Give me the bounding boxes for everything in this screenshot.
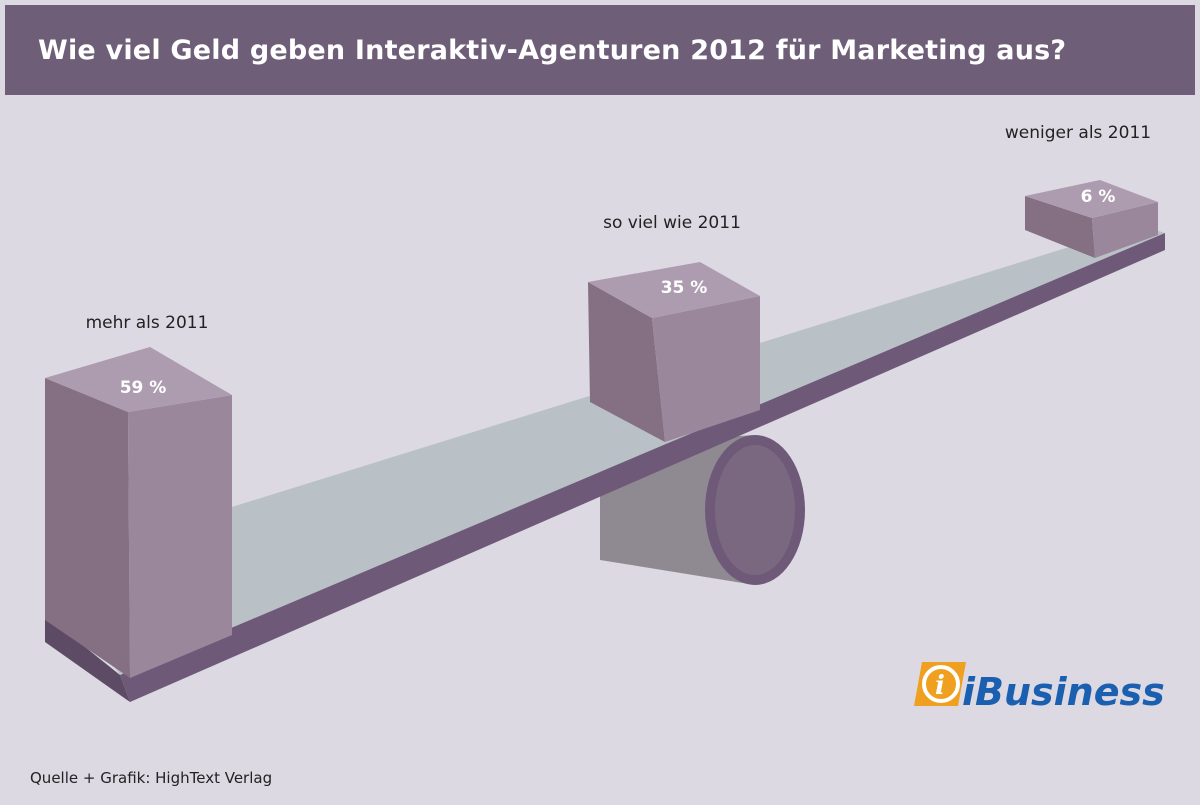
source-note: Quelle + Grafik: HighText Verlag xyxy=(30,769,273,787)
plank-left-edge xyxy=(45,615,130,702)
value-label: 6 % xyxy=(1081,187,1116,207)
value-label: 59 % xyxy=(120,378,167,398)
chart-title: Wie viel Geld geben Interaktiv-Agenturen… xyxy=(38,35,1067,66)
bar-weniger-als-2011 xyxy=(1025,180,1158,258)
ibusiness-logo: i iBusiness xyxy=(914,662,1165,714)
category-label: mehr als 2011 xyxy=(86,313,209,333)
bar-so-viel-wie-2011 xyxy=(588,262,760,442)
fulcrum-hole xyxy=(715,445,795,575)
bar-mehr-als-2011 xyxy=(45,347,232,678)
title-banner: Wie viel Geld geben Interaktiv-Agenturen… xyxy=(5,5,1195,95)
plank-front-edge xyxy=(120,233,1165,702)
svg-text:i: i xyxy=(935,671,945,701)
plank-top xyxy=(45,225,1165,675)
value-label: 35 % xyxy=(661,278,708,298)
category-label: weniger als 2011 xyxy=(1005,123,1151,143)
category-label: so viel wie 2011 xyxy=(603,213,741,233)
logo-text: iBusiness xyxy=(962,670,1165,714)
